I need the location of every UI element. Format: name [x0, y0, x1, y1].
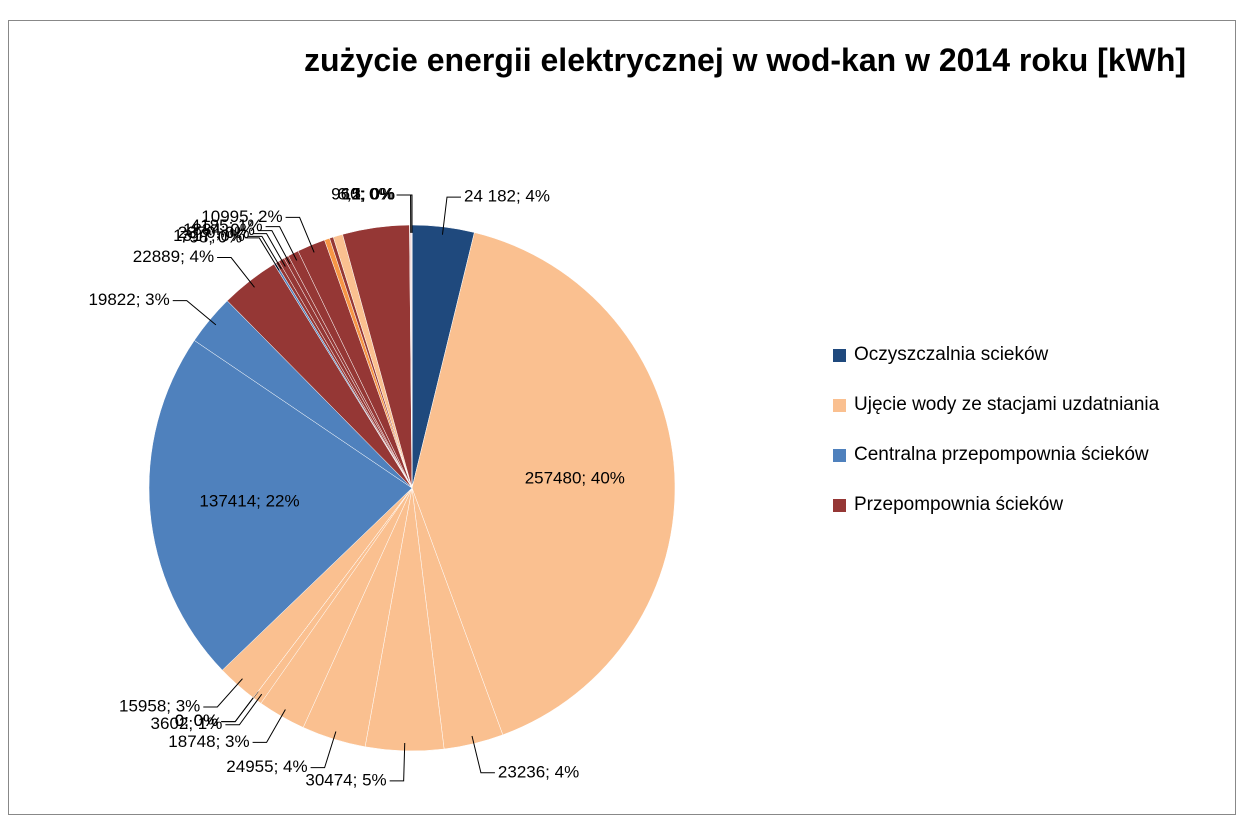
- data-label: 22889; 4%: [133, 247, 214, 266]
- pie-slice: [411, 232, 676, 736]
- chart-title: zużycie energii elektrycznej w wod-kan w…: [303, 42, 1187, 78]
- legend-swatch: [833, 499, 846, 512]
- legend-item: Centralna przepompownia ścieków: [833, 440, 1233, 470]
- legend-item: Oczyszczalnia scieków: [833, 340, 1233, 370]
- legend-label: Przepompownia ścieków: [854, 494, 1064, 515]
- data-label: 19822; 3%: [88, 290, 169, 309]
- data-label: 0; 0%: [175, 711, 218, 730]
- data-label: 6,5; 0%: [337, 184, 395, 203]
- data-label: 4185; 1%: [191, 216, 263, 235]
- leader-line: [245, 237, 280, 271]
- leader-line: [471, 735, 495, 774]
- data-label: 15958; 3%: [119, 696, 200, 715]
- data-label: 0; 0%: [175, 711, 218, 730]
- leader-line: [397, 194, 413, 233]
- leader-line: [441, 196, 461, 235]
- leader-line: [203, 678, 243, 708]
- leader-line: [247, 235, 282, 270]
- leader-line: [389, 742, 406, 782]
- data-label: 24955; 4%: [226, 757, 307, 776]
- legend-item: Przepompownia ścieków: [833, 490, 1233, 520]
- leader-line: [265, 226, 298, 261]
- leader-line: [221, 691, 259, 723]
- legend-label: Oczyszczalnia scieków: [854, 344, 1049, 365]
- legend-swatch: [833, 349, 846, 362]
- leader-line: [310, 731, 337, 769]
- pie-slice: [148, 340, 413, 671]
- data-label: 3602; 1%: [151, 714, 223, 733]
- leader-line: [285, 216, 315, 253]
- legend: Oczyszczalnia scieków Ujęcie wody ze stac…: [833, 340, 1233, 540]
- leader-line: [252, 709, 286, 743]
- leader-line: [172, 300, 217, 326]
- legend-swatch: [833, 449, 846, 462]
- data-label: 12; 0%: [342, 184, 395, 203]
- data-label: 30474; 5%: [305, 770, 386, 789]
- legend-label: Centralna przepompownia ścieków: [854, 444, 1149, 465]
- data-label: 798; 0%: [180, 227, 242, 246]
- data-label: 257480; 40%: [525, 468, 625, 487]
- data-label: 137414; 22%: [199, 491, 299, 510]
- leader-line: [225, 693, 263, 726]
- data-label: 1317; 0%: [173, 226, 245, 245]
- legend-item: Ujęcie wody ze stacjami uzdatniania: [833, 390, 1233, 420]
- leader-line: [252, 233, 286, 267]
- legend-label: Ujęcie wody ze stacjami uzdatniania: [854, 394, 1160, 415]
- data-label: 1834; 0%: [183, 220, 255, 239]
- data-label: 10995; 2%: [201, 207, 282, 226]
- chart-frame: [8, 20, 1236, 815]
- data-label: 18748; 3%: [168, 732, 249, 751]
- data-label: 23236; 4%: [498, 762, 579, 781]
- data-label: 1; 0%: [351, 184, 394, 203]
- leader-line: [217, 257, 255, 288]
- data-label: 960; 0%: [331, 184, 393, 203]
- leader-line: [257, 230, 291, 265]
- legend-swatch: [833, 399, 846, 412]
- data-label: 24 182; 4%: [464, 187, 550, 206]
- data-label: 2370; 0%: [178, 223, 250, 242]
